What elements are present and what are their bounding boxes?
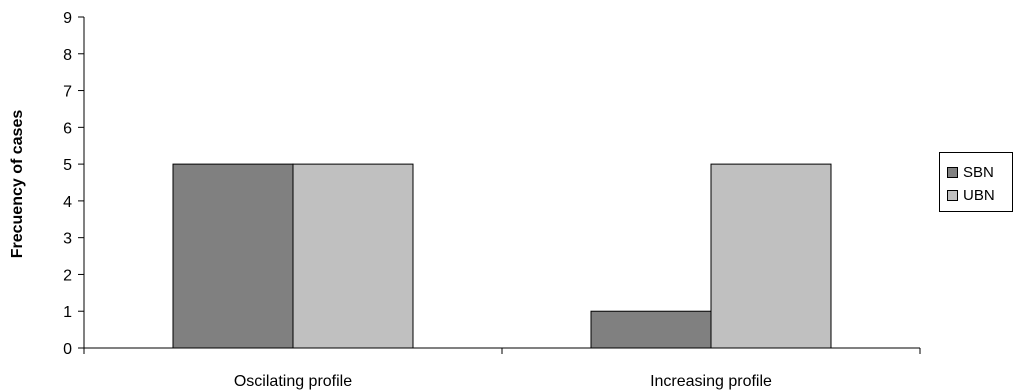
y-tick-label: 3: [63, 231, 72, 248]
legend-swatch-ubn: [947, 189, 958, 201]
legend: SBN UBN: [939, 152, 1013, 212]
bars: [172, 163, 832, 349]
y-tick-label: 7: [63, 84, 72, 101]
y-tick-label: 4: [63, 194, 72, 211]
bar-ubn-0: [292, 163, 414, 349]
legend-swatch-sbn: [947, 166, 958, 178]
x-tick-label: Increasing profile: [650, 373, 772, 390]
legend-label-sbn: SBN: [963, 163, 994, 181]
y-tick-label: 9: [63, 10, 72, 27]
bar-ubn-1: [710, 163, 832, 349]
x-tick-label: Oscilating profile: [234, 373, 352, 390]
y-tick-label: 0: [63, 341, 72, 358]
y-axis-title: Frecuency of cases: [9, 110, 26, 259]
legend-item-sbn: SBN: [947, 163, 994, 181]
bar-sbn-1: [590, 310, 712, 349]
y-tick-label: 8: [63, 47, 72, 64]
y-tick-label: 1: [63, 304, 72, 321]
y-tick-label: 6: [63, 120, 72, 137]
axes: [83, 17, 921, 354]
legend-label-ubn: UBN: [963, 186, 995, 204]
y-axis-ticks: 0 1 2 3 4 5 6 7 8 9: [63, 10, 84, 358]
y-tick-label: 2: [63, 267, 72, 284]
legend-item-ubn: UBN: [947, 186, 995, 204]
x-axis-labels: Oscilating profile Increasing profile: [234, 373, 772, 390]
bar-sbn-0: [172, 163, 294, 349]
y-tick-label: 5: [63, 157, 72, 174]
